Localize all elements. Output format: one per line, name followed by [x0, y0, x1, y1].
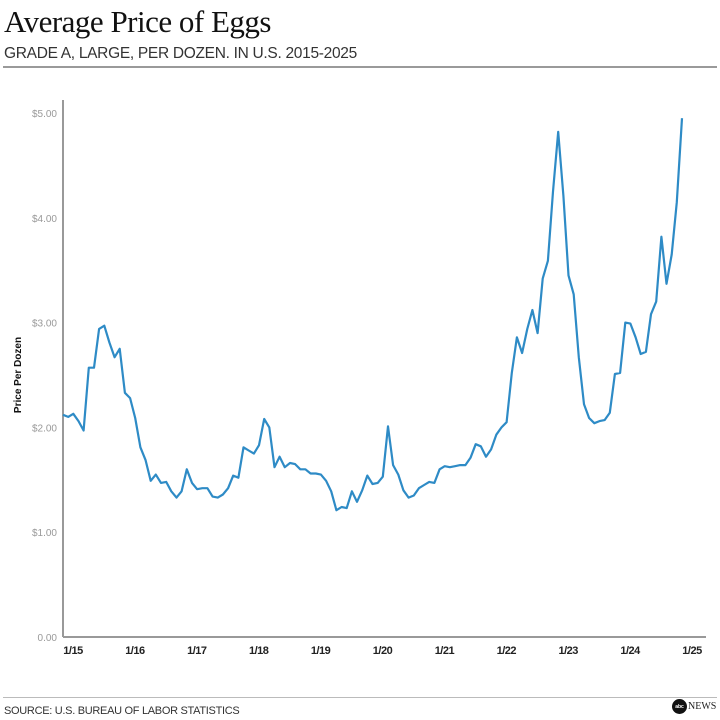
x-tick-label: 1/20 — [373, 645, 393, 657]
x-tick-label: 1/21 — [435, 645, 455, 657]
footer-divider — [3, 697, 717, 698]
y-tick-label: $3.00 — [32, 319, 57, 330]
chart-subtitle: GRADE A, LARGE, PER DOZEN. IN U.S. 2015-… — [4, 45, 357, 62]
abc-logo-ball-icon: abc — [672, 699, 687, 714]
chart-title: Average Price of Eggs — [4, 4, 271, 39]
x-tick-label: 1/24 — [620, 645, 641, 657]
y-axis-label: Price Per Dozen — [13, 337, 24, 413]
x-tick-label: 1/15 — [63, 645, 83, 657]
x-tick-label: 1/18 — [249, 645, 269, 657]
x-tick-label: 1/16 — [125, 645, 145, 657]
y-tick-label: $2.00 — [32, 423, 57, 434]
news-wordmark: NEWS — [688, 701, 717, 712]
x-tick-label: 1/17 — [187, 645, 207, 657]
y-tick-label: $1.00 — [32, 528, 57, 539]
y-tick-label: 0.00 — [38, 633, 58, 644]
header-divider — [3, 66, 717, 68]
abc-news-logo: abc NEWS — [672, 699, 716, 714]
price-line-series — [62, 118, 684, 512]
source-note: SOURCE: U.S. BUREAU OF LABOR STATISTICS — [4, 705, 240, 717]
x-tick-label: 1/22 — [497, 645, 517, 657]
y-tick-label: $4.00 — [32, 214, 57, 225]
x-tick-label: 1/25 — [682, 645, 702, 657]
y-tick-label: $5.00 — [32, 109, 57, 120]
x-tick-label: 1/19 — [311, 645, 331, 657]
x-tick-label: 1/23 — [558, 645, 578, 657]
